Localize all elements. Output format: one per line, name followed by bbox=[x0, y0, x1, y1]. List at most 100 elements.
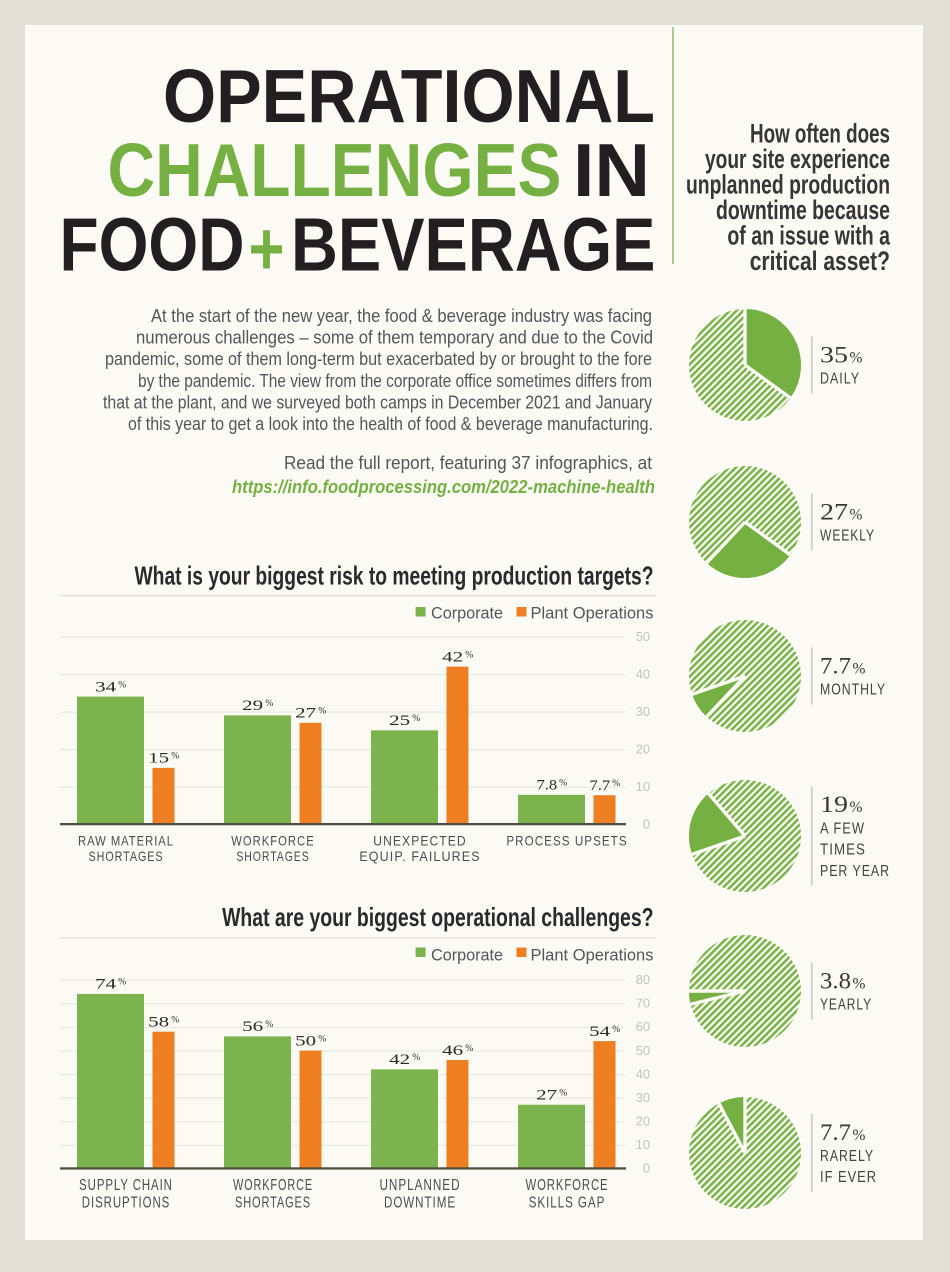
svg-text:%: % bbox=[318, 1033, 326, 1044]
svg-text:WEEKLY: WEEKLY bbox=[820, 528, 875, 545]
svg-text:%: % bbox=[412, 1052, 420, 1063]
svg-text:10: 10 bbox=[636, 1137, 650, 1152]
svg-text:60: 60 bbox=[636, 1019, 650, 1034]
svg-text:Corporate: Corporate bbox=[431, 605, 503, 623]
svg-text:42: 42 bbox=[389, 1052, 410, 1068]
svg-text:PROCESS UPSETS: PROCESS UPSETS bbox=[506, 833, 627, 848]
svg-text:%: % bbox=[850, 349, 863, 366]
svg-text:%: % bbox=[318, 706, 326, 717]
svg-text:downtime because: downtime because bbox=[716, 195, 890, 225]
svg-text:YEARLY: YEARLY bbox=[820, 997, 872, 1014]
svg-text:FOOD: FOOD bbox=[60, 203, 245, 287]
svg-text:%: % bbox=[265, 698, 273, 709]
svg-text:56: 56 bbox=[242, 1019, 263, 1035]
svg-text:BEVERAGE: BEVERAGE bbox=[291, 203, 656, 287]
svg-text:%: % bbox=[850, 799, 863, 816]
svg-text:70: 70 bbox=[636, 996, 650, 1011]
svg-text:What is your biggest risk to m: What is your biggest risk to meeting pro… bbox=[135, 563, 654, 591]
svg-text:WORKFORCE: WORKFORCE bbox=[526, 1177, 609, 1194]
svg-text:unplanned production: unplanned production bbox=[686, 169, 890, 199]
svg-text:15: 15 bbox=[148, 751, 169, 767]
svg-text:%: % bbox=[465, 1043, 473, 1054]
svg-text:PER YEAR: PER YEAR bbox=[820, 863, 890, 880]
svg-text:Plant Operations: Plant Operations bbox=[531, 605, 654, 623]
svg-text:DISRUPTIONS: DISRUPTIONS bbox=[82, 1194, 170, 1211]
svg-text:20: 20 bbox=[636, 1114, 650, 1129]
svg-text:7.8: 7.8 bbox=[537, 778, 558, 794]
svg-text:CHALLENGES: CHALLENGES bbox=[108, 128, 562, 212]
svg-text:%: % bbox=[559, 1088, 567, 1099]
svg-text:0: 0 bbox=[643, 1161, 650, 1176]
svg-text:%: % bbox=[559, 778, 567, 789]
svg-text:%: % bbox=[853, 975, 866, 992]
svg-text:10: 10 bbox=[636, 779, 650, 794]
svg-text:50: 50 bbox=[636, 629, 650, 644]
svg-text:%: % bbox=[265, 1019, 273, 1030]
svg-text:74: 74 bbox=[95, 977, 117, 993]
svg-text:50: 50 bbox=[295, 1033, 316, 1049]
svg-text:40: 40 bbox=[636, 1066, 650, 1081]
svg-text:RARELY: RARELY bbox=[820, 1148, 874, 1165]
svg-text:of this year to get a look int: of this year to get a look into the heal… bbox=[128, 413, 653, 434]
svg-text:Corporate: Corporate bbox=[431, 946, 503, 964]
svg-text:WORKFORCE: WORKFORCE bbox=[233, 1177, 313, 1194]
svg-text:7.7: 7.7 bbox=[590, 778, 611, 794]
svg-text:MONTHLY: MONTHLY bbox=[820, 682, 886, 699]
svg-text:42: 42 bbox=[442, 649, 463, 665]
svg-text:%: % bbox=[853, 660, 866, 677]
svg-text:27: 27 bbox=[536, 1088, 557, 1104]
svg-text:29: 29 bbox=[242, 698, 263, 714]
svg-text:30: 30 bbox=[636, 704, 650, 719]
svg-text:SUPPLY CHAIN: SUPPLY CHAIN bbox=[79, 1177, 173, 1194]
svg-text:that at the plant, and we surv: that at the plant, and we surveyed both … bbox=[103, 391, 653, 412]
svg-text:35: 35 bbox=[820, 342, 848, 368]
svg-text:80: 80 bbox=[636, 972, 650, 987]
svg-text:46: 46 bbox=[442, 1043, 463, 1059]
svg-text:50: 50 bbox=[636, 1043, 650, 1058]
svg-text:At the start of the new year,: At the start of the new year, the food &… bbox=[151, 305, 652, 326]
svg-text:pandemic, some of them long-te: pandemic, some of them long-term but exa… bbox=[105, 348, 652, 369]
svg-text:SHORTAGES: SHORTAGES bbox=[236, 849, 309, 864]
svg-text:IN: IN bbox=[573, 128, 650, 212]
svg-text:19: 19 bbox=[820, 792, 848, 818]
svg-text:DAILY: DAILY bbox=[820, 371, 860, 388]
svg-text:25: 25 bbox=[389, 713, 410, 729]
svg-text:DOWNTIME: DOWNTIME bbox=[384, 1194, 456, 1211]
svg-text:20: 20 bbox=[636, 741, 650, 756]
svg-text:numerous challenges – some of: numerous challenges – some of them tempo… bbox=[136, 327, 653, 348]
svg-text:%: % bbox=[171, 1015, 179, 1026]
svg-text:What are your biggest operatio: What are your biggest operational challe… bbox=[222, 904, 653, 932]
svg-text:TIMES: TIMES bbox=[820, 842, 866, 859]
svg-text:https://info.foodprocessing.co: https://info.foodprocessing.com/2022-mac… bbox=[232, 476, 655, 497]
svg-text:RAW MATERIAL: RAW MATERIAL bbox=[78, 833, 174, 848]
svg-text:%: % bbox=[612, 1024, 620, 1035]
svg-text:EQUIP. FAILURES: EQUIP. FAILURES bbox=[359, 849, 480, 864]
svg-text:54: 54 bbox=[589, 1024, 611, 1040]
svg-text:%: % bbox=[412, 713, 420, 724]
svg-text:7.7: 7.7 bbox=[820, 1120, 851, 1146]
svg-text:40: 40 bbox=[636, 666, 650, 681]
svg-text:IF EVER: IF EVER bbox=[820, 1169, 877, 1186]
svg-text:%: % bbox=[853, 1127, 866, 1144]
svg-text:SHORTAGES: SHORTAGES bbox=[235, 1194, 311, 1211]
svg-text:%: % bbox=[171, 751, 179, 762]
svg-text:Plant Operations: Plant Operations bbox=[531, 946, 654, 964]
svg-text:How often does: How often does bbox=[750, 118, 890, 148]
svg-text:+: + bbox=[249, 207, 285, 291]
svg-text:3.8: 3.8 bbox=[820, 968, 851, 994]
svg-text:%: % bbox=[612, 778, 620, 789]
svg-text:30: 30 bbox=[636, 1090, 650, 1105]
svg-text:Read the full report, featurin: Read the full report, featuring 37 infog… bbox=[284, 452, 652, 473]
svg-text:critical asset?: critical asset? bbox=[750, 246, 890, 276]
svg-text:%: % bbox=[118, 679, 126, 690]
svg-text:A FEW: A FEW bbox=[820, 820, 865, 837]
svg-text:SHORTAGES: SHORTAGES bbox=[89, 849, 164, 864]
svg-text:SKILLS GAP: SKILLS GAP bbox=[529, 1194, 606, 1211]
svg-text:UNPLANNED: UNPLANNED bbox=[380, 1177, 461, 1194]
svg-text:34: 34 bbox=[95, 679, 117, 695]
svg-text:27: 27 bbox=[295, 706, 316, 722]
svg-text:0: 0 bbox=[643, 816, 650, 831]
svg-text:58: 58 bbox=[148, 1015, 169, 1031]
svg-text:7.7: 7.7 bbox=[820, 653, 851, 679]
svg-text:WORKFORCE: WORKFORCE bbox=[231, 833, 314, 848]
